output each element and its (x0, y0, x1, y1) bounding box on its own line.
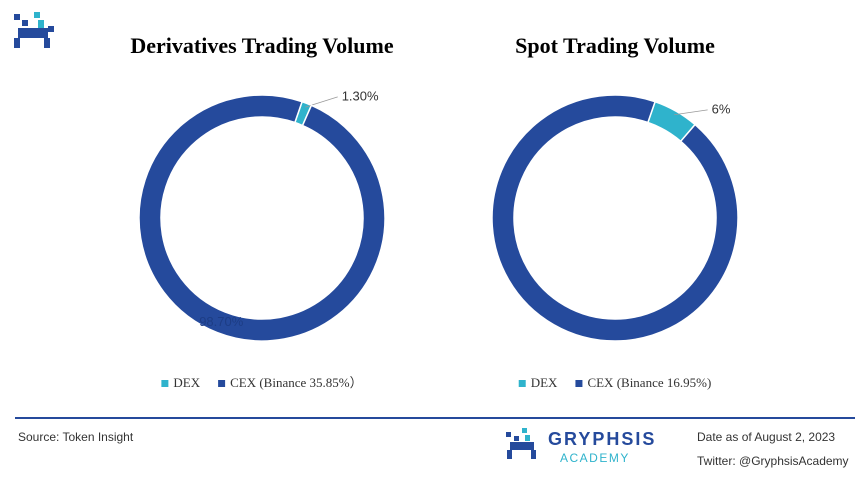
donut-segment (491, 94, 739, 342)
leader-line (305, 96, 338, 108)
data-label: 98.70% (199, 314, 244, 329)
brand: GRYPHSIS (548, 429, 656, 449)
chart-title: Derivatives Trading Volume (130, 33, 393, 58)
legend-swatch (518, 380, 526, 387)
logo-icon (14, 12, 54, 48)
legend: DEX CEX (Binance 35.85%） (161, 375, 363, 390)
source: Source: Token Insight (18, 430, 134, 444)
legend-label: DEX (173, 375, 200, 390)
legend: DEX CEX (Binance 16.95%) (518, 375, 711, 390)
data-label: 1.30% (342, 88, 379, 103)
legend-swatch (575, 380, 583, 387)
leader-line (674, 109, 708, 116)
donut-segment (138, 94, 386, 342)
legend-label: DEX (531, 375, 558, 390)
brand-icon (506, 428, 536, 459)
data-label: 6% (712, 101, 731, 116)
legend-label: CEX (Binance 16.95%) (587, 375, 711, 390)
twitter: Twitter: @GryphsisAcademy (697, 454, 849, 468)
legend-label: CEX (Binance 35.85%） (230, 375, 363, 390)
chart-title: Spot Trading Volume (515, 33, 715, 58)
brand-sub: ACADEMY (560, 451, 630, 465)
legend-swatch (218, 380, 226, 387)
date: Date as of August 2, 2023 (697, 430, 835, 444)
legend-swatch (161, 380, 169, 387)
